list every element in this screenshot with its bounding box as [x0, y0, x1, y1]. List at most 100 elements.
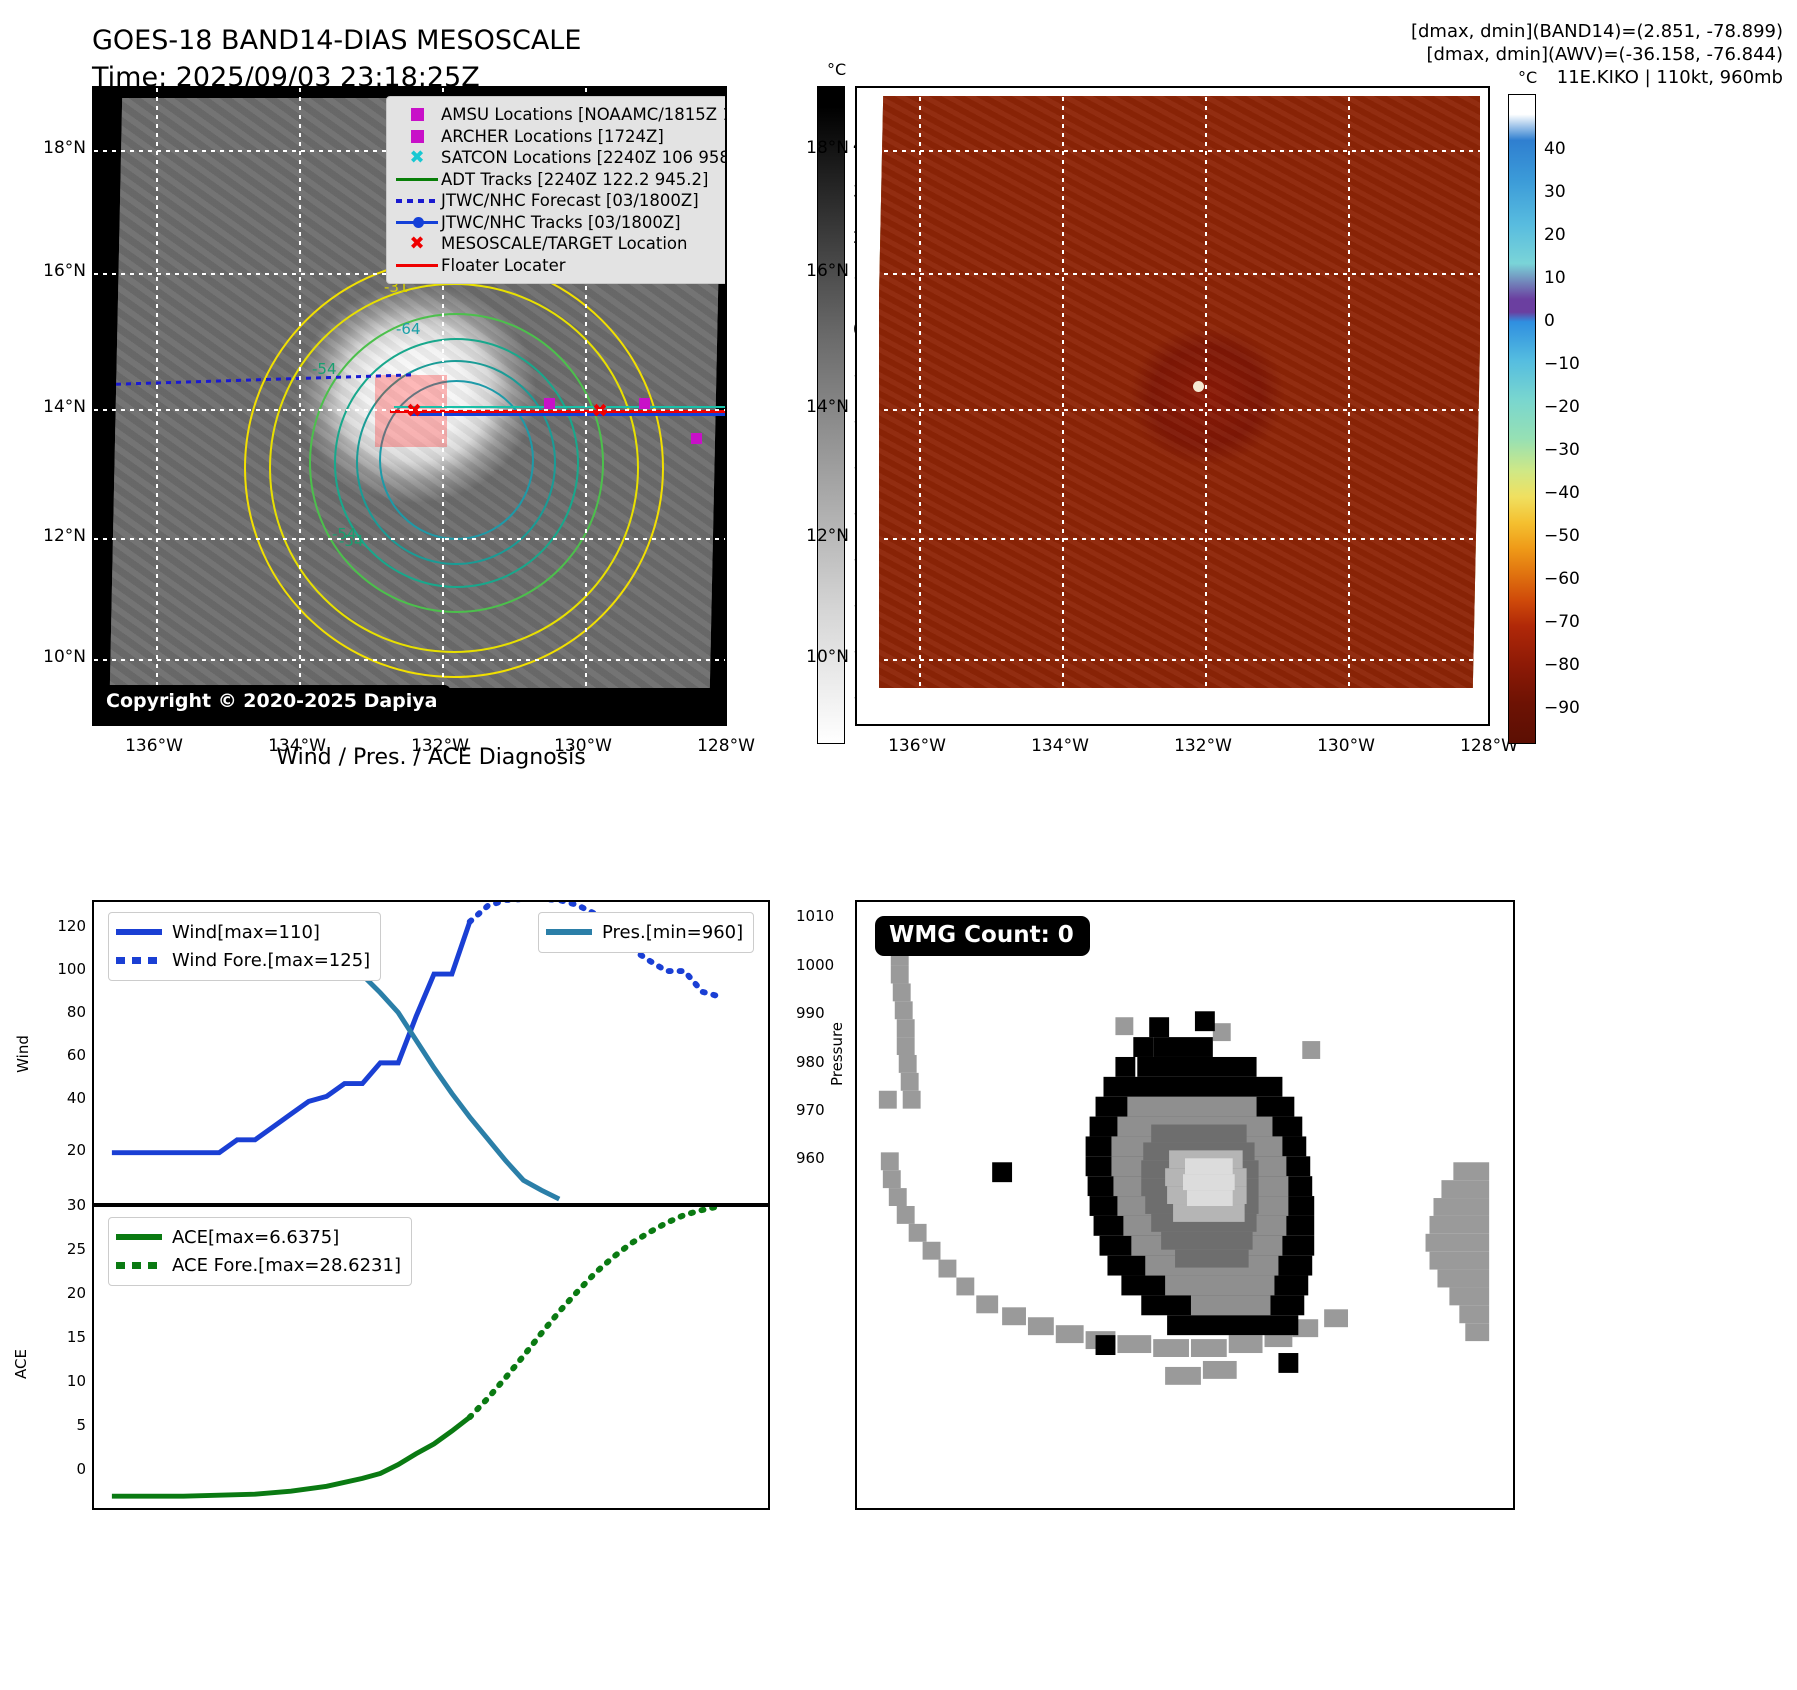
- meta-storm-summary: 11E.KIKO | 110kt, 960mb: [1556, 67, 1783, 88]
- archer-location-marker: [544, 398, 555, 409]
- cb-tick: −80: [1544, 655, 1580, 675]
- teal-solid-line-icon: [546, 929, 602, 935]
- wind-pressure-chart[interactable]: Wind[max=110] Wind Fore.[max=125] Pres.[…: [92, 900, 770, 1205]
- legend-item-wind-forecast: Wind Fore.[max=125]: [116, 946, 370, 974]
- awv-y-axis-labels: 18°N 16°N 14°N 12°N 10°N: [773, 86, 849, 726]
- contour-label: -54: [339, 532, 364, 550]
- legend-item-floater-locater: Floater Locater: [393, 255, 722, 277]
- cb-tick: −70: [1544, 612, 1580, 632]
- wmg-panel[interactable]: WMG Count: 0: [855, 900, 1515, 1510]
- contour-ring-green: [309, 313, 604, 613]
- wmg-whitegrey-cells: [1183, 1158, 1235, 1206]
- awv-imagery: [870, 96, 1486, 688]
- y-tick: 14°N: [806, 397, 849, 417]
- y-tick: 30: [66, 1196, 86, 1214]
- copyright-notice: Copyright © 2020-2025 Dapiya: [96, 685, 452, 718]
- grid-line-horizontal: [857, 538, 1488, 540]
- y-tick: 14°N: [43, 397, 86, 417]
- amsu-location-marker: [639, 398, 650, 409]
- cb-tick: 30: [1544, 182, 1566, 202]
- contour-label: -64: [396, 320, 421, 338]
- green-line-icon: [393, 177, 441, 181]
- grid-line-vertical: [1348, 88, 1350, 724]
- grid-line-horizontal: [94, 659, 725, 661]
- grid-line-vertical: [1062, 88, 1064, 724]
- legend-label: ADT Tracks [2240Z 122.2 945.2]: [441, 169, 709, 189]
- adt-track-line: [394, 406, 725, 408]
- ace-axis-label: ACE: [11, 1349, 30, 1379]
- green-solid-line-icon: [116, 1234, 172, 1240]
- blue-line-marker-icon: [393, 216, 441, 228]
- ir-legend: AMSU Locations [NOAAMC/1815Z 104 973] AR…: [386, 96, 725, 284]
- ace-y-axis-labels: 30 25 20 15 10 5 0: [30, 1196, 86, 1510]
- metadata-block: [dmax, dmin](BAND14)=(2.851, -78.899) [dm…: [1411, 20, 1783, 89]
- legend-item-pressure: Pres.[min=960]: [546, 918, 743, 946]
- wmg-count-badge: WMG Count: 0: [875, 916, 1090, 956]
- cb-tick: −40: [1544, 483, 1580, 503]
- grid-line-vertical: [442, 88, 444, 724]
- ace-series-line: [111, 1415, 472, 1499]
- x-tick: 128°W: [1460, 736, 1518, 756]
- legend-label: ARCHER Locations [1724Z]: [441, 126, 664, 146]
- cb-tick: −90: [1544, 698, 1580, 718]
- awv-colorbar: 40 30 20 10 0 −10 −20 −30 −40 −50 −60 −7…: [1508, 94, 1580, 744]
- contour-label: -54: [312, 360, 337, 378]
- mesoscale-target-marker: ✖: [406, 400, 422, 422]
- imagery-mask: [857, 690, 1488, 724]
- cyan-x-icon: ✖: [409, 146, 425, 168]
- cb-tick: −30: [1544, 440, 1580, 460]
- y-tick: 990: [796, 1004, 825, 1022]
- x-tick: 136°W: [125, 736, 183, 756]
- red-x-icon: ✖: [409, 232, 425, 254]
- cb-tick: 10: [1544, 268, 1566, 288]
- cb-tick: −10: [1544, 354, 1580, 374]
- legend-item-ace: ACE[max=6.6375]: [116, 1223, 401, 1251]
- cb-tick: 0: [1544, 311, 1555, 331]
- green-dotted-line-icon: [116, 1261, 172, 1269]
- y-tick: 5: [76, 1416, 86, 1434]
- x-tick: 134°W: [1031, 736, 1089, 756]
- blue-dotted-line-icon: [393, 198, 441, 203]
- x-tick: 130°W: [554, 736, 612, 756]
- magenta-square-icon: [393, 129, 441, 143]
- grid-line-horizontal: [857, 273, 1488, 275]
- ace-chart[interactable]: ACE[max=6.6375] ACE Fore.[max=28.6231]: [92, 1205, 770, 1510]
- title-line-1: GOES-18 BAND14-DIAS MESOSCALE: [92, 25, 582, 56]
- y-tick: 20: [66, 1284, 86, 1302]
- legend-label: Pres.[min=960]: [602, 921, 744, 943]
- awv-satellite-panel[interactable]: [855, 86, 1490, 726]
- red-line-icon: [393, 263, 441, 267]
- legend-item-mesoscale-target: ✖ MESOSCALE/TARGET Location: [393, 233, 722, 255]
- x-tick: 128°W: [697, 736, 755, 756]
- amsu-location-marker: [691, 433, 702, 444]
- y-tick: 12°N: [43, 526, 86, 546]
- diagnosis-title: Wind / Pres. / ACE Diagnosis: [276, 745, 586, 770]
- legend-label: MESOSCALE/TARGET Location: [441, 234, 688, 254]
- legend-label: JTWC/NHC Forecast [03/1800Z]: [441, 191, 699, 211]
- cb-tick: −50: [1544, 526, 1580, 546]
- blue-solid-line-icon: [116, 929, 172, 935]
- satcon-location-marker: ✖: [592, 400, 608, 422]
- y-tick: 18°N: [806, 138, 849, 158]
- x-tick: 132°W: [1174, 736, 1232, 756]
- ir-satellite-panel[interactable]: -31 -64 -54 -54 -54 ✖ ✖ Copyright © 2020…: [92, 86, 727, 726]
- pressure-y-axis-labels: 1010 1000 990 980 970 960: [782, 900, 842, 1205]
- y-tick: 1000: [796, 956, 835, 974]
- imagery-mask: [857, 88, 879, 724]
- y-tick: 12°N: [806, 526, 849, 546]
- legend-label: JTWC/NHC Tracks [03/1800Z]: [441, 212, 681, 232]
- legend-label: ACE Fore.[max=28.6231]: [172, 1254, 401, 1276]
- ir-y-axis-labels: 18°N 16°N 14°N 12°N 10°N: [10, 86, 86, 726]
- contour-ring-teal-2: [356, 360, 556, 565]
- imagery-mask: [1480, 88, 1488, 724]
- cb-tick: −60: [1544, 569, 1580, 589]
- y-tick: 60: [66, 1046, 86, 1064]
- legend-item-ace-forecast: ACE Fore.[max=28.6231]: [116, 1251, 401, 1279]
- grid-line-vertical: [156, 88, 158, 724]
- legend-item-adt-tracks: ADT Tracks [2240Z 122.2 945.2]: [393, 169, 722, 191]
- legend-item-satcon: ✖ SATCON Locations [2240Z 106 958]: [393, 146, 725, 169]
- contour-ring-teal-1: [334, 338, 579, 588]
- y-tick: 16°N: [43, 261, 86, 281]
- y-tick: 970: [796, 1101, 825, 1119]
- legend-label: Wind[max=110]: [172, 921, 320, 943]
